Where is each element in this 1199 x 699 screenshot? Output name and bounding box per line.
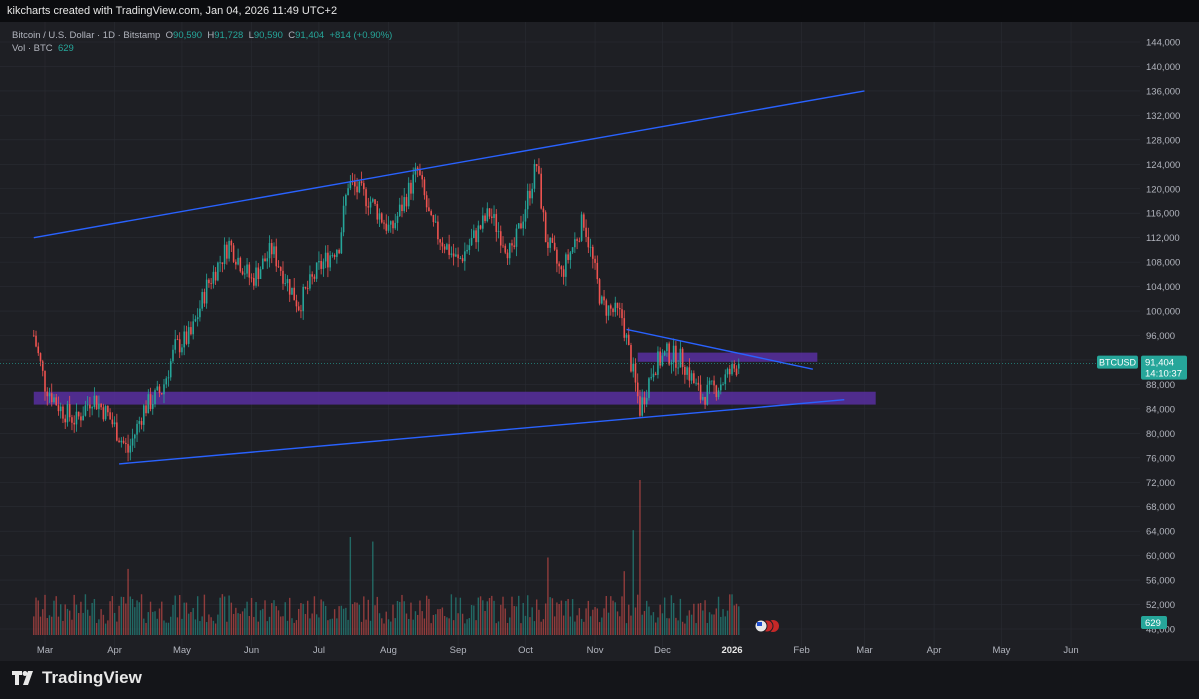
footer-bar bbox=[0, 661, 1199, 699]
volume-value: 629 bbox=[57, 43, 74, 54]
tradingview-logo[interactable]: TradingView bbox=[12, 668, 142, 688]
open-value: 90,590 bbox=[173, 30, 203, 41]
volume-label[interactable]: Vol · BTC bbox=[12, 43, 53, 54]
legend: Bitcoin / U.S. Dollar · 1D · Bitstamp O9… bbox=[12, 29, 392, 55]
close-value: 91,404 bbox=[295, 30, 325, 41]
top-caption-bar: kikcharts created with TradingView.com, … bbox=[0, 0, 1199, 22]
high-value: 91,728 bbox=[214, 30, 244, 41]
legend-volume-row: Vol · BTC 629 bbox=[12, 42, 392, 55]
low-value: 90,590 bbox=[253, 30, 283, 41]
change-value: +814 (+0.90%) bbox=[329, 30, 393, 41]
brand-name: TradingView bbox=[42, 668, 142, 687]
legend-ohlc-row: Bitcoin / U.S. Dollar · 1D · Bitstamp O9… bbox=[12, 30, 393, 41]
caption-text: kikcharts created with TradingView.com, … bbox=[7, 5, 338, 17]
chart-area[interactable] bbox=[0, 22, 1199, 661]
tradingview-logo-icon bbox=[12, 671, 33, 685]
symbol-name[interactable]: Bitcoin / U.S. Dollar · 1D · Bitstamp bbox=[12, 30, 161, 41]
